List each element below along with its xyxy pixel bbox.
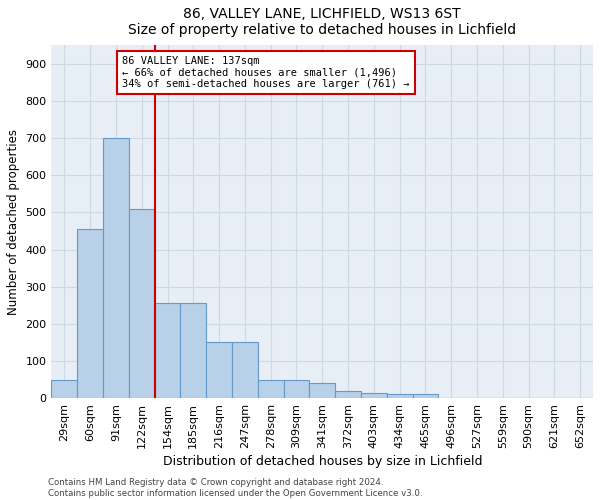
Bar [181, 304, 206, 398]
Bar [413, 394, 439, 398]
Bar [77, 229, 103, 398]
Bar [206, 342, 232, 398]
Bar [103, 138, 129, 398]
Bar [232, 342, 258, 398]
Bar [335, 390, 361, 398]
Y-axis label: Number of detached properties: Number of detached properties [7, 128, 20, 314]
Bar [155, 304, 181, 398]
Bar [52, 380, 77, 398]
X-axis label: Distribution of detached houses by size in Lichfield: Distribution of detached houses by size … [163, 455, 482, 468]
Bar [129, 208, 155, 398]
Title: 86, VALLEY LANE, LICHFIELD, WS13 6ST
Size of property relative to detached house: 86, VALLEY LANE, LICHFIELD, WS13 6ST Siz… [128, 7, 517, 37]
Bar [361, 392, 387, 398]
Bar [258, 380, 284, 398]
Text: Contains HM Land Registry data © Crown copyright and database right 2024.
Contai: Contains HM Land Registry data © Crown c… [48, 478, 422, 498]
Text: 86 VALLEY LANE: 137sqm
← 66% of detached houses are smaller (1,496)
34% of semi-: 86 VALLEY LANE: 137sqm ← 66% of detached… [122, 56, 409, 89]
Bar [284, 380, 310, 398]
Bar [310, 384, 335, 398]
Bar [387, 394, 413, 398]
